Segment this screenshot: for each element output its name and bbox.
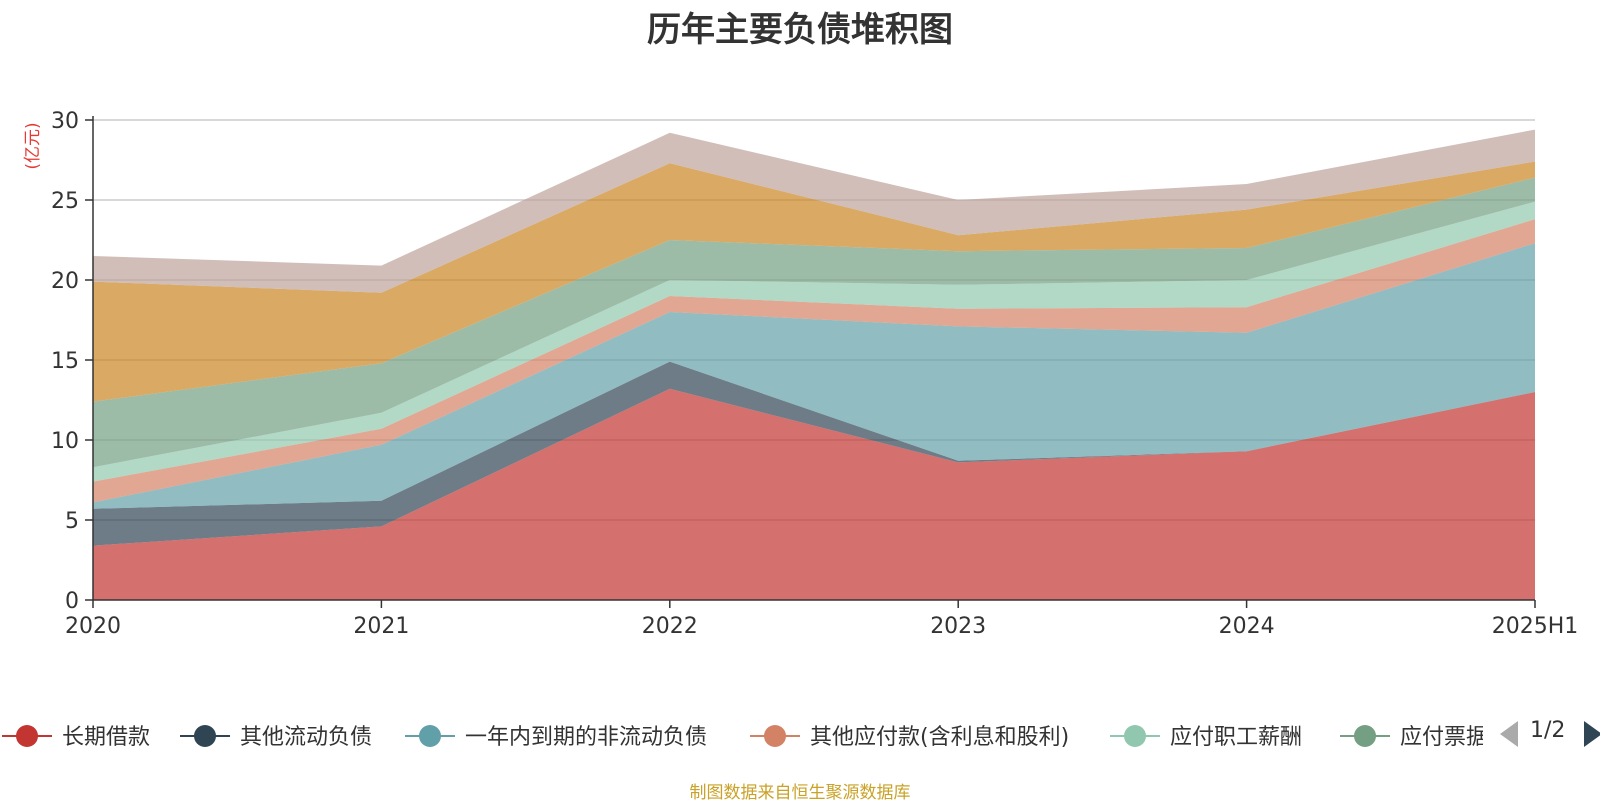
y-tick-label: 0 xyxy=(65,589,79,614)
legend-item[interactable]: 其他流动负债 xyxy=(180,725,372,750)
area-series-5 xyxy=(93,201,1535,482)
x-tick-label: 2025H1 xyxy=(1492,614,1579,639)
x-tick-label: 2023 xyxy=(930,614,986,639)
legend-label: 一年内到期的非流动负债 xyxy=(465,725,707,750)
legend-label: 应付票据 xyxy=(1400,725,1488,750)
y-tick-label: 10 xyxy=(51,429,79,454)
legend-marker-icon xyxy=(764,725,786,747)
x-tick-label: 2021 xyxy=(353,614,409,639)
legend-item[interactable]: 长期借款 xyxy=(2,725,150,750)
legend-marker-icon xyxy=(1124,725,1146,747)
y-axis-label-paren: ( xyxy=(23,163,43,170)
y-axis-label: (亿元) xyxy=(23,122,43,169)
y-tick-label: 30 xyxy=(51,109,79,134)
legend-item[interactable]: 一年内到期的非流动负债 xyxy=(405,725,707,750)
area-series-6 xyxy=(93,177,1535,468)
area-series-3 xyxy=(93,243,1535,509)
legend-prev-page-icon[interactable] xyxy=(1500,721,1518,747)
legend-label: 其他应付款(含利息和股利) xyxy=(810,725,1069,750)
legend-marker-icon xyxy=(419,725,441,747)
area-series-2 xyxy=(93,361,1535,546)
area-series-8 xyxy=(93,129,1535,293)
legend-label: 应付职工薪酬 xyxy=(1170,725,1302,750)
legend-marker-icon xyxy=(16,725,38,747)
y-tick-label: 25 xyxy=(51,189,79,214)
legend-item[interactable]: 应付职工薪酬 xyxy=(1110,725,1302,750)
x-tick-label: 2020 xyxy=(65,614,121,639)
y-tick-label: 20 xyxy=(51,269,79,294)
source-note: 制图数据来自恒生聚源数据库 xyxy=(689,783,911,803)
legend-item[interactable]: 应付票据 xyxy=(1340,725,1488,750)
legend-page-indicator: 1/2 xyxy=(1530,718,1566,743)
area-series-1 xyxy=(93,388,1535,600)
y-axis-label-unit: 亿元 xyxy=(23,129,43,163)
legend-next-page-icon[interactable] xyxy=(1584,721,1600,747)
chart-title: 历年主要负债堆积图 xyxy=(647,10,953,50)
x-tick-label: 2022 xyxy=(642,614,698,639)
y-tick-label: 5 xyxy=(65,509,79,534)
legend-label: 其他流动负债 xyxy=(240,725,372,750)
legend-marker-icon xyxy=(194,725,216,747)
y-tick-label: 15 xyxy=(51,349,79,374)
legend-marker-icon xyxy=(1354,725,1376,747)
legend-label: 长期借款 xyxy=(62,725,150,750)
x-tick-label: 2024 xyxy=(1219,614,1275,639)
legend-item[interactable]: 其他应付款(含利息和股利) xyxy=(750,725,1069,750)
legend: 长期借款 其他流动负债 一年内到期的非流动负债 其他应付款(含利息和股利) 应付职工薪酬… xyxy=(2,725,1488,750)
y-axis-label-paren: ) xyxy=(23,122,43,129)
area-series-7 xyxy=(93,161,1535,402)
